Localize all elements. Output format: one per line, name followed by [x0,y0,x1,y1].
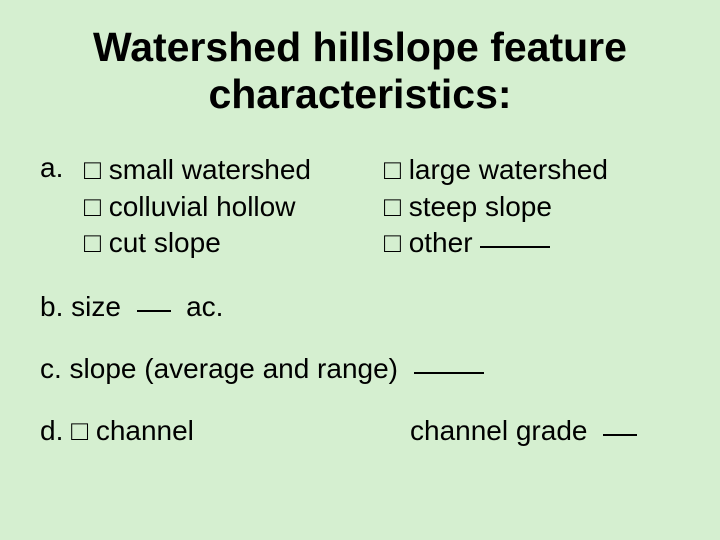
section-b-suffix: ac. [186,291,223,322]
option-colluvial-hollow: □ colluvial hollow [84,189,384,225]
option-cut-slope: □ cut slope [84,225,384,261]
option-large-watershed: □ large watershed [384,152,680,188]
section-a-right-column: □ large watershed □ steep slope □ other [384,152,680,261]
title-line-1: Watershed hillslope feature [93,24,627,70]
option-steep-slope: □ steep slope [384,189,680,225]
blank-other [480,246,550,248]
section-b-prefix: b. size [40,291,121,322]
section-d: d. □ channel channel grade [40,415,680,447]
section-a-left-column: □ small watershed □ colluvial hollow □ c… [84,152,384,261]
slide-title: Watershed hillslope feature characterist… [40,24,680,118]
section-b: b. size ac. [40,291,680,323]
blank-slope [414,372,484,374]
blank-size [137,310,171,312]
section-d-right: channel grade [410,415,680,447]
section-a: a. □ small watershed □ colluvial hollow … [40,152,680,261]
slide-body: a. □ small watershed □ colluvial hollow … [40,152,680,447]
option-other: □ other [384,225,680,261]
section-a-label: a. [40,152,84,261]
section-d-left: d. □ channel [40,415,410,447]
option-small-watershed: □ small watershed [84,152,384,188]
slide: Watershed hillslope feature characterist… [0,0,720,540]
blank-channel-grade [603,434,637,436]
title-line-2: characteristics: [208,71,511,117]
section-c: c. slope (average and range) [40,353,680,385]
section-c-prefix: c. slope (average and range) [40,353,398,384]
